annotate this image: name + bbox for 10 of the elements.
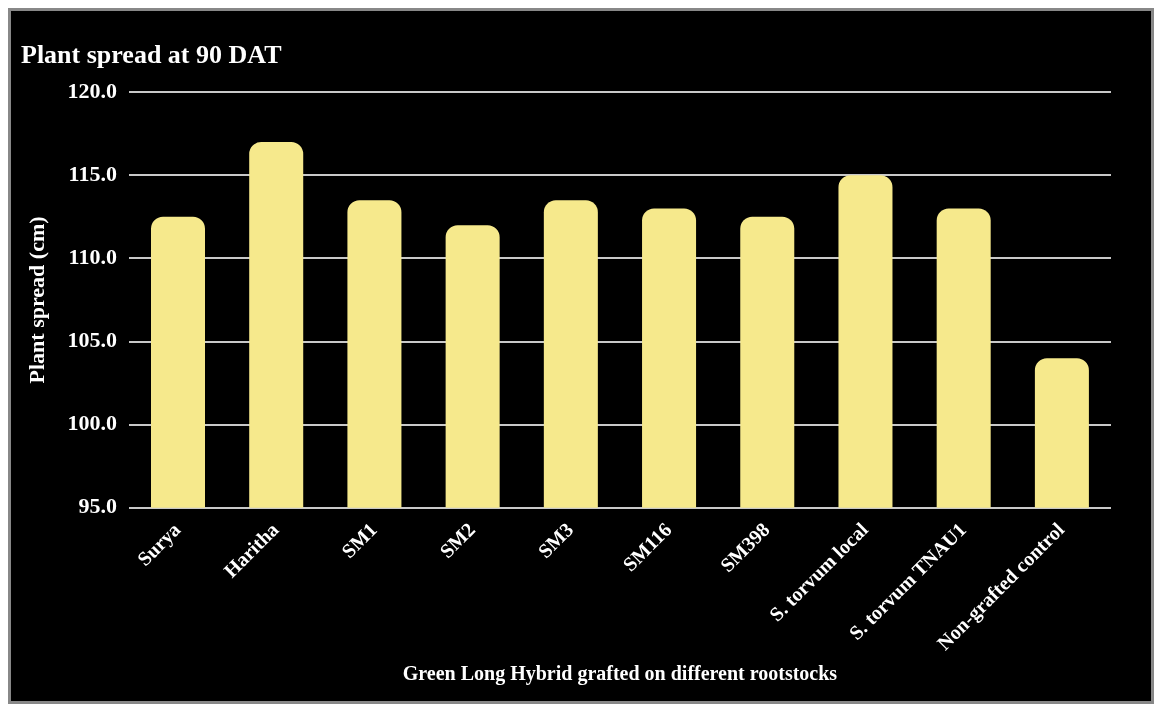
chart-title: Plant spread at 90 DAT (21, 40, 282, 70)
y-tick-label: 100.0 (67, 410, 117, 436)
y-tick-label: 110.0 (68, 244, 117, 270)
x-tick-label: SM1 (337, 518, 381, 562)
x-axis-title: Green Long Hybrid grafted on different rootstocks (402, 662, 838, 686)
y-axis-title: Plant spread (cm) (23, 216, 49, 384)
y-tick-label: 95.0 (78, 493, 117, 519)
y-tick-label: 105.0 (67, 327, 117, 353)
y-tick-label: 120.0 (67, 77, 117, 103)
y-tick-label: 115.0 (68, 160, 117, 186)
